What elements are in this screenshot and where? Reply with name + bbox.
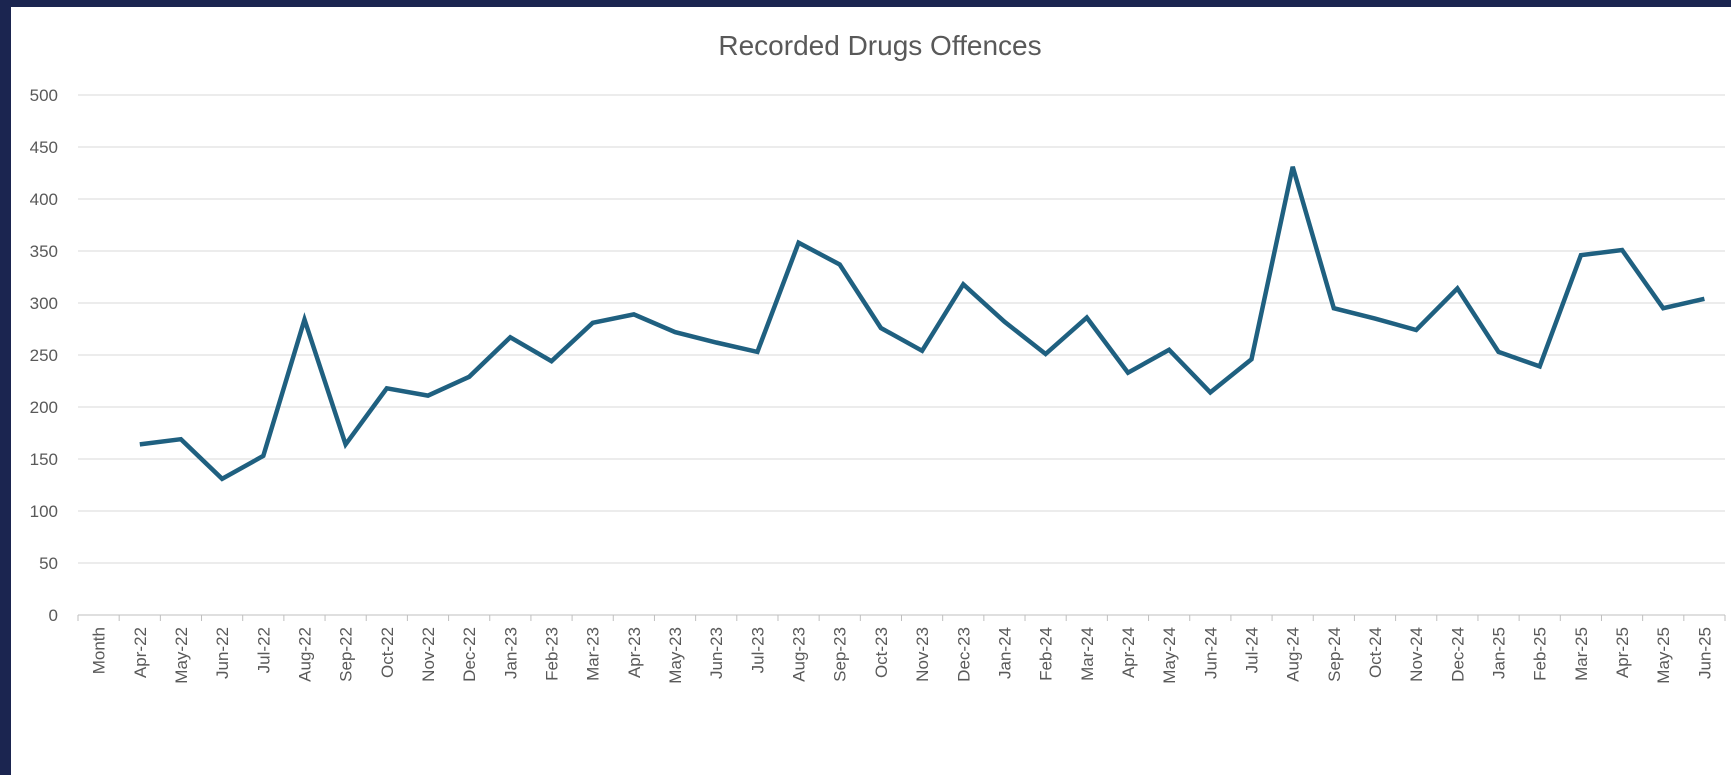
x-tick-label: Feb-25 <box>1531 627 1550 681</box>
x-tick-label: Mar-25 <box>1572 627 1591 681</box>
x-tick-label: Jan-24 <box>995 627 1014 679</box>
x-tick-label: Apr-23 <box>625 627 644 678</box>
x-tick-label: Mar-23 <box>584 627 603 681</box>
x-tick-label: Jun-24 <box>1201 627 1220 679</box>
x-tick-label: Nov-22 <box>419 627 438 682</box>
x-tick-label: Jul-22 <box>254 627 273 673</box>
x-tick-label: Jun-22 <box>213 627 232 679</box>
x-tick-label: Dec-24 <box>1448 627 1467 682</box>
x-tick-label: Mar-24 <box>1078 627 1097 681</box>
y-tick-label: 150 <box>30 450 58 469</box>
chart-area <box>11 7 1731 775</box>
x-tick-label: Jul-24 <box>1242 627 1261 673</box>
x-tick-label: Jul-23 <box>748 627 767 673</box>
y-tick-label: 500 <box>30 86 58 105</box>
x-tick-label: Jun-23 <box>707 627 726 679</box>
series-line <box>139 166 1705 482</box>
y-tick-label: 450 <box>30 138 58 157</box>
x-tick-label: Dec-22 <box>460 627 479 682</box>
x-tick-label: Aug-22 <box>295 627 314 682</box>
x-tick-label: May-25 <box>1654 627 1673 684</box>
y-tick-label: 200 <box>30 398 58 417</box>
x-tick-label: May-22 <box>172 627 191 684</box>
x-tick-label: Apr-22 <box>131 627 150 678</box>
x-tick-label: Nov-23 <box>913 627 932 682</box>
x-tick-label: Apr-25 <box>1613 627 1632 678</box>
x-tick-label: Month <box>90 627 109 674</box>
y-tick-label: 0 <box>49 606 58 625</box>
y-tick-label: 300 <box>30 294 58 313</box>
x-tick-label: Sep-22 <box>337 627 356 682</box>
x-tick-label: Oct-22 <box>378 627 397 678</box>
x-tick-label: Sep-24 <box>1325 627 1344 682</box>
x-tick-label: Jan-23 <box>501 627 520 679</box>
x-tick-label: Sep-23 <box>831 627 850 682</box>
x-tick-label: Aug-23 <box>790 627 809 682</box>
y-tick-label: 250 <box>30 346 58 365</box>
x-tick-label: Jan-25 <box>1490 627 1509 679</box>
x-tick-label: Dec-23 <box>954 627 973 682</box>
y-tick-label: 350 <box>30 242 58 261</box>
chart-title: Recorded Drugs Offences <box>718 30 1042 61</box>
x-tick-label: Nov-24 <box>1407 627 1426 682</box>
x-tick-label: May-24 <box>1160 627 1179 684</box>
x-tick-label: Feb-23 <box>543 627 562 681</box>
x-tick-label: Oct-23 <box>872 627 891 678</box>
x-tick-label: Apr-24 <box>1119 627 1138 678</box>
x-tick-label: Jun-25 <box>1695 627 1714 679</box>
y-tick-label: 400 <box>30 190 58 209</box>
y-tick-label: 100 <box>30 502 58 521</box>
y-tick-label: 50 <box>39 554 58 573</box>
x-tick-label: Oct-24 <box>1366 627 1385 678</box>
x-tick-label: May-23 <box>666 627 685 684</box>
x-tick-label: Feb-24 <box>1037 627 1056 681</box>
x-tick-label: Aug-24 <box>1284 627 1303 682</box>
